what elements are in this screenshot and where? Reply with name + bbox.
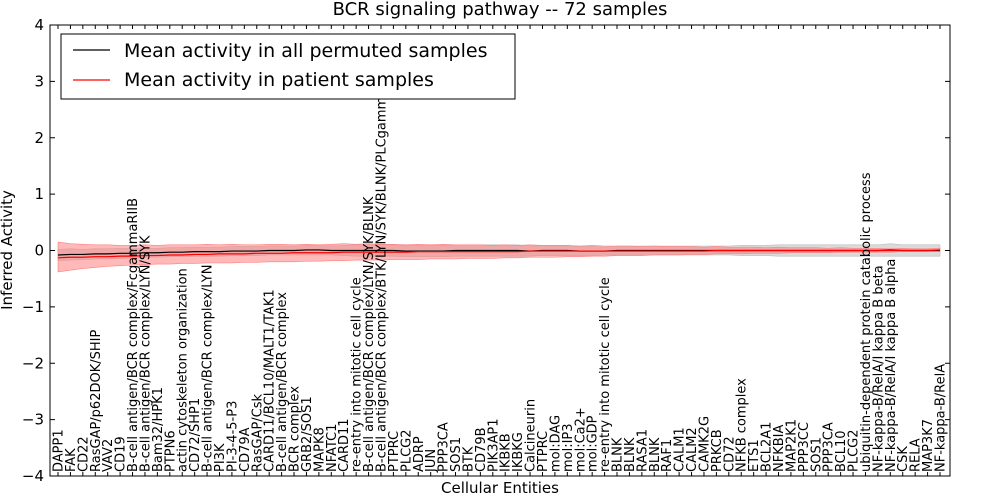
entity-label: MAP2K1 bbox=[784, 419, 799, 472]
entity-label: mol:IP3 bbox=[561, 423, 576, 472]
entity-label: re-entry into mitotic cell cycle bbox=[350, 277, 365, 472]
y-tick-label: 1 bbox=[34, 185, 44, 203]
entity-label: PLCG2 bbox=[399, 429, 414, 472]
y-tick-label: −4 bbox=[22, 467, 44, 485]
entity-label: CSK bbox=[896, 446, 911, 472]
entity-label: Calcineurin bbox=[524, 399, 539, 472]
y-tick-label: 4 bbox=[34, 16, 44, 34]
entity-label: CD19 bbox=[114, 436, 129, 472]
legend-label-permuted: Mean activity in all permuted samples bbox=[124, 40, 487, 62]
entity-label: re-entry into mitotic cell cycle bbox=[598, 277, 613, 472]
legend-box bbox=[60, 33, 516, 100]
y-tick-label: −1 bbox=[22, 298, 44, 316]
entity-label: PPP3CC bbox=[797, 422, 812, 472]
entity-label: CD22 bbox=[76, 436, 91, 472]
y-axis-ticks: −4 −3 −2 −1 0 1 2 3 4 bbox=[22, 16, 950, 485]
entity-label: IKBKB bbox=[499, 433, 514, 472]
entity-label: BLNK bbox=[648, 437, 663, 472]
entity-label: GRB2/SOS1 bbox=[300, 396, 315, 472]
entity-label: CD79A bbox=[238, 427, 253, 472]
entity-label: mol:GDP bbox=[586, 415, 601, 472]
entity-label: JUN bbox=[424, 449, 439, 473]
entity-label: Bam32/HPK1 bbox=[151, 387, 166, 472]
line-patient bbox=[57, 249, 941, 259]
y-tick-label: −2 bbox=[22, 354, 44, 372]
entity-label: CARD11/BCL10/MALT1/TAK1 bbox=[263, 289, 278, 472]
entity-label: CD72/SHP1 bbox=[188, 398, 203, 472]
entity-label: PTPN6 bbox=[163, 430, 178, 472]
entity-label: IKBKG bbox=[511, 432, 526, 472]
legend: Mean activity in all permuted samples Me… bbox=[60, 33, 516, 100]
entity-label: NF-kappa-B/RelA bbox=[934, 364, 949, 472]
entity-label: ubiquitin-dependent protein catabolic pr… bbox=[859, 172, 874, 472]
entity-label: RAF1 bbox=[660, 439, 675, 472]
series-lines bbox=[57, 249, 941, 259]
entity-label: PTPRC bbox=[536, 431, 551, 472]
entity-label: SOS1 bbox=[809, 437, 824, 472]
x-axis-label: Cellular Entities bbox=[441, 479, 559, 497]
entity-label: BTK bbox=[461, 446, 476, 472]
entity-label: B-cell antigen/BCR complex bbox=[275, 292, 290, 472]
entity-label: CD79B bbox=[474, 427, 489, 472]
entity-label: SOS1 bbox=[449, 437, 464, 472]
entity-labels: DAPP1FAKCD22RasGAP/p62DOK/SHIPVAV2CD19B-… bbox=[52, 25, 949, 476]
y-axis-label: Inferred Activity bbox=[0, 190, 16, 310]
y-tick-label: −3 bbox=[22, 411, 44, 429]
chart-title: BCR signaling pathway -- 72 samples bbox=[333, 0, 668, 20]
entity-label: RasGAP/Csk bbox=[250, 393, 265, 472]
entity-label: RasGAP/p62DOK/SHIP bbox=[89, 330, 104, 472]
entity-label: NFATC1 bbox=[325, 424, 340, 472]
entity-label: RELA bbox=[909, 438, 924, 472]
entity-label: PRKCB bbox=[710, 429, 725, 472]
entity-label: DAPP1 bbox=[52, 429, 67, 472]
entity-label: CARD11 bbox=[337, 418, 352, 472]
entity-label: NF-kappa-B/RelA/I kappa B beta bbox=[871, 265, 886, 472]
y-tick-label: 0 bbox=[34, 242, 44, 260]
band-patient bbox=[57, 241, 941, 273]
entity-label: ETS1 bbox=[747, 439, 762, 472]
entity-label: PIK3AP1 bbox=[486, 419, 501, 472]
entity-label: BCR complex bbox=[288, 386, 303, 472]
entity-label: B-cell antigen/BCR complex/BTK/LYN/SYK/B… bbox=[374, 81, 389, 472]
entity-label: NFKB complex bbox=[735, 378, 750, 472]
entity-label: B-cell antigen/BCR complex/LYN/SYK bbox=[138, 235, 153, 472]
entity-label: BCL10 bbox=[834, 430, 849, 472]
entity-label: CALM2 bbox=[685, 427, 700, 472]
y-tick-label: 2 bbox=[34, 129, 44, 147]
legend-label-patient: Mean activity in patient samples bbox=[124, 69, 434, 91]
entity-label: PPP3CA bbox=[437, 422, 452, 472]
entity-label: CALM1 bbox=[673, 427, 688, 472]
y-tick-label: 3 bbox=[34, 72, 44, 90]
entity-label: PLCG2 bbox=[847, 429, 862, 472]
entity-label: BLNK bbox=[623, 437, 638, 472]
entity-label: VAV2 bbox=[101, 439, 116, 472]
entity-label: FAK bbox=[64, 448, 79, 472]
entity-label: CAMK2G bbox=[697, 416, 712, 472]
entity-label: BLNK bbox=[611, 437, 626, 472]
entity-label: B-cell antigen/BCR complex/LYN bbox=[201, 265, 216, 472]
entity-label: BCL2A1 bbox=[760, 422, 775, 472]
entity-label: MAP3K7 bbox=[921, 419, 936, 472]
entity-label: actin cytoskeleton organization bbox=[176, 268, 191, 472]
entity-label: CD72 bbox=[722, 436, 737, 472]
entity-label: RASA1 bbox=[635, 429, 650, 472]
entity-label: NF-kappa-B/RelA/I kappa B alpha bbox=[884, 259, 899, 472]
entity-label: PI3K bbox=[213, 443, 228, 472]
entity-label: ADRP bbox=[412, 436, 427, 472]
entity-label: B-cell antigen/BCR complex/LYN/SYK/BLNK bbox=[362, 196, 377, 472]
entity-label: mol:DAG bbox=[548, 415, 563, 472]
entity-label: PPP3CA bbox=[822, 422, 837, 472]
entity-label: B-cell antigen/BCR complex/FcgammaRIIB bbox=[126, 198, 141, 472]
entity-label: PTPRC bbox=[387, 431, 402, 472]
entity-label: MAPK8 bbox=[312, 427, 327, 472]
entity-label: mol:Ca2+ bbox=[573, 407, 588, 472]
entity-label: PI-3-4-5-P3 bbox=[225, 401, 240, 472]
entity-label: NFKBIA bbox=[772, 425, 787, 472]
